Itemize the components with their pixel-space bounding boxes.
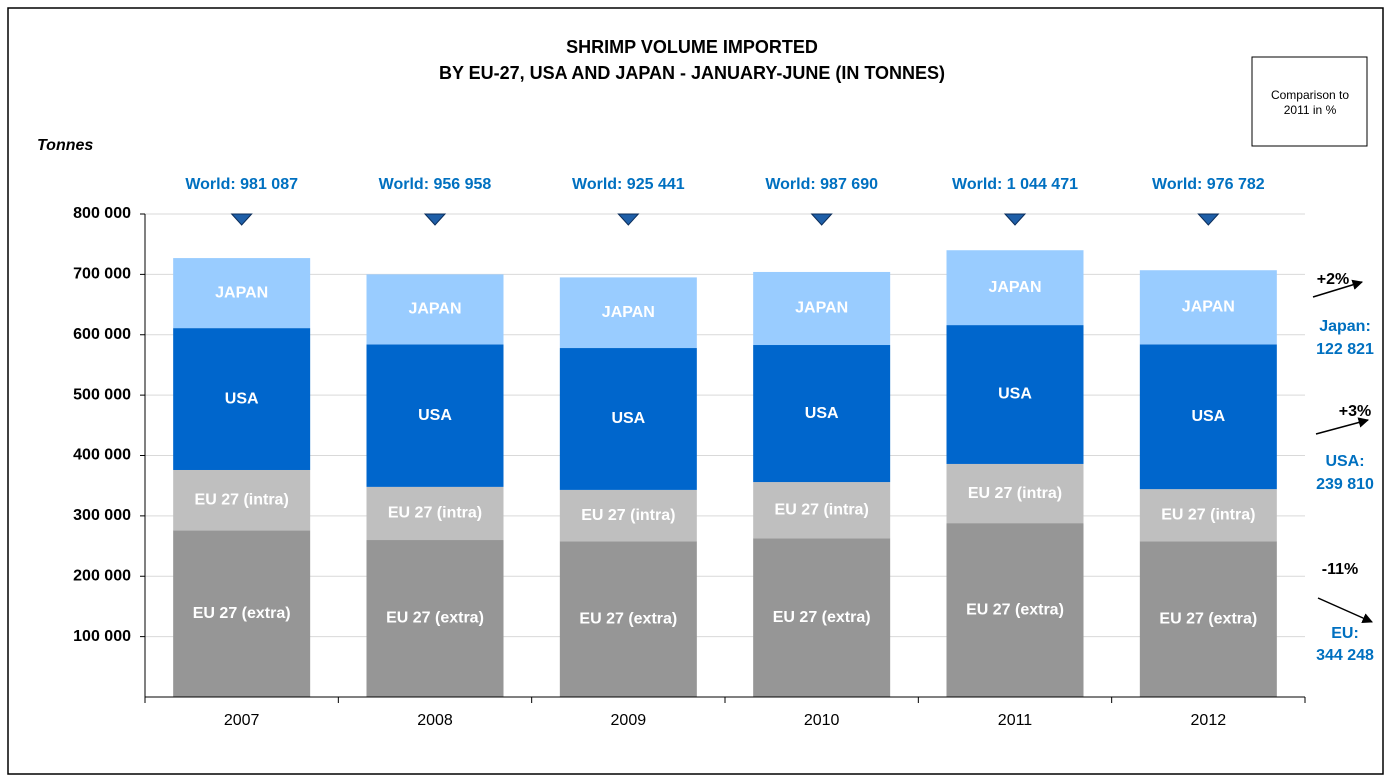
note: 2011 in %	[1284, 103, 1337, 117]
segment-label: JAPAN	[1182, 299, 1235, 316]
bar-segment	[946, 463, 1084, 524]
bar-segment	[366, 486, 504, 541]
segment-label: EU 27 (intra)	[581, 507, 675, 524]
note-box	[1251, 56, 1368, 147]
bar-segment	[946, 523, 1084, 697]
segment-label: JAPAN	[602, 304, 655, 321]
segment-label: JAPAN	[408, 301, 461, 318]
world-label: World: 956 958	[379, 176, 492, 193]
segment-label: EU 27 (extra)	[773, 609, 871, 626]
segment-label: EU 27 (intra)	[968, 485, 1062, 502]
bar-segment	[173, 328, 311, 470]
y-tick-label: 400 000	[73, 447, 131, 464]
bar-segment	[753, 345, 891, 483]
x-tick-label: 2010	[804, 712, 840, 729]
chart-subtitle: BY EU-27, USA AND JAPAN - JANUARY-JUNE (…	[439, 63, 945, 83]
world-marker	[230, 213, 253, 226]
segment-label: EU 27 (intra)	[1161, 506, 1255, 523]
segment-label: JAPAN	[215, 284, 268, 301]
x-tick-label: 2009	[611, 712, 647, 729]
annotation: +2%	[1317, 271, 1349, 288]
world-marker	[423, 213, 447, 226]
bar-segment	[366, 344, 504, 487]
bar-segment	[1139, 489, 1277, 542]
world-marker	[810, 213, 833, 226]
segment-label: EU 27 (extra)	[1159, 610, 1257, 627]
x-tick-label: 2011	[998, 712, 1033, 729]
annotation: 122 821	[1316, 341, 1374, 358]
bar-segment	[366, 540, 504, 697]
bar-segment	[559, 277, 697, 349]
y-tick-label: 700 000	[73, 266, 131, 283]
annotation: 344 248	[1316, 647, 1374, 664]
segment-label: USA	[998, 386, 1032, 403]
world-label: World: 981 087	[185, 176, 298, 193]
segment-label: EU 27 (extra)	[193, 605, 291, 622]
bar-segment	[1139, 270, 1277, 345]
world-label: World: 987 690	[765, 176, 878, 193]
bar-segment	[753, 538, 891, 697]
segment-label: EU 27 (intra)	[775, 501, 869, 518]
world-label: World: 1 044 471	[952, 176, 1078, 193]
y-tick-label: 600 000	[73, 326, 131, 343]
world-label: World: 976 782	[1152, 176, 1265, 193]
frame	[7, 7, 1384, 775]
segment-label: EU 27 (extra)	[386, 610, 484, 627]
trend-arrow	[1317, 597, 1373, 623]
segment-label: USA	[1191, 408, 1225, 425]
chart-title: SHRIMP VOLUME IMPORTED	[566, 37, 818, 57]
note: Comparison to	[1271, 88, 1349, 102]
bar-segment	[173, 469, 311, 531]
bar-segment	[366, 274, 504, 345]
annotation: -11%	[1322, 561, 1358, 578]
segment-label: EU 27 (extra)	[579, 610, 677, 627]
x-tick-label: 2007	[224, 712, 260, 729]
annotation: USA:	[1325, 453, 1364, 470]
bar-segment	[559, 541, 697, 697]
annotation: EU:	[1331, 625, 1359, 642]
segment-label: USA	[418, 407, 452, 424]
segment-label: JAPAN	[795, 300, 848, 317]
bar-segment	[753, 271, 891, 346]
y-axis-label: Tonnes	[37, 137, 93, 154]
world-marker	[1003, 213, 1027, 226]
bar-segment	[559, 489, 697, 542]
x-tick-label: 2008	[417, 712, 453, 729]
bar-segment	[173, 258, 311, 329]
segment-label: USA	[805, 405, 839, 422]
bar-segment	[946, 250, 1084, 326]
bar-segment	[559, 348, 697, 490]
annotation: +3%	[1339, 403, 1371, 420]
annotation: 239 810	[1316, 476, 1374, 493]
bar-segment	[753, 482, 891, 539]
segment-label: USA	[225, 390, 259, 407]
annotation: Japan:	[1319, 318, 1371, 335]
bar-segment	[173, 530, 311, 697]
segment-label: USA	[611, 410, 645, 427]
y-tick-label: 800 000	[73, 205, 131, 222]
y-tick-label: 500 000	[73, 386, 131, 403]
y-tick-label: 200 000	[73, 567, 131, 584]
y-tick-label: 300 000	[73, 507, 131, 524]
world-marker	[1197, 213, 1220, 226]
trend-arrow	[1312, 279, 1364, 298]
bar-segment	[946, 325, 1084, 464]
segment-label: JAPAN	[988, 279, 1041, 296]
world-label: World: 925 441	[572, 176, 685, 193]
bar-segment	[1139, 344, 1277, 490]
segment-label: EU 27 (intra)	[388, 505, 482, 522]
segment-label: EU 27 (intra)	[195, 491, 289, 508]
bar-segment	[1139, 541, 1277, 697]
trend-arrow	[1315, 417, 1370, 435]
segment-label: EU 27 (extra)	[966, 601, 1064, 618]
y-tick-label: 100 000	[73, 628, 131, 645]
x-tick-label: 2012	[1191, 712, 1227, 729]
world-marker	[617, 213, 640, 226]
